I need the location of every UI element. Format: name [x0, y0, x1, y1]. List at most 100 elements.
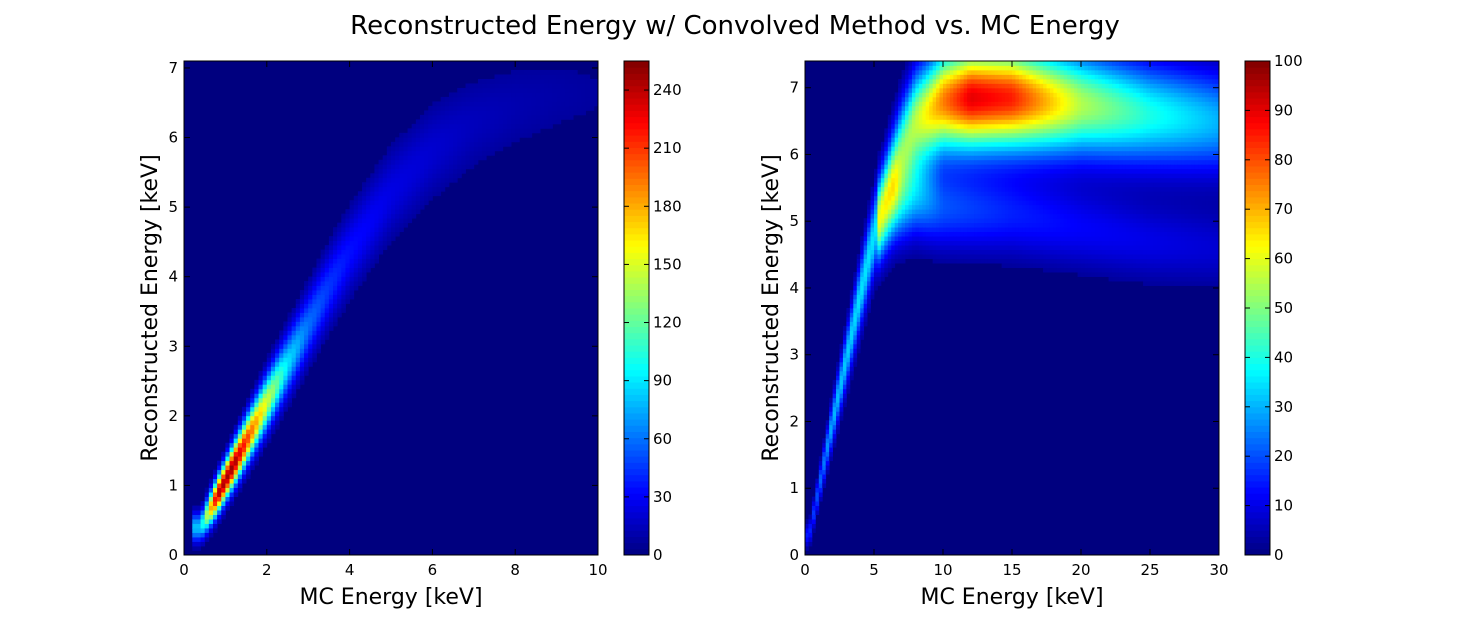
heatmap-cell [963, 92, 968, 98]
heatmap-cell [473, 83, 479, 89]
heatmap-cell [1060, 159, 1065, 165]
heatmap-cell [887, 173, 892, 179]
heatmap-cell [898, 249, 902, 255]
heatmap-cell [1015, 164, 1020, 170]
heatmap-cell [486, 150, 491, 156]
heatmap-cell [836, 379, 840, 385]
heatmap-cell [328, 312, 334, 318]
heatmap-cell [1008, 164, 1013, 170]
heatmap-cell [980, 213, 985, 219]
heatmap-cell [395, 191, 400, 197]
colorbar-segment [624, 153, 649, 161]
heatmap-cell [241, 478, 247, 484]
heatmap-cell [1049, 222, 1054, 228]
heatmap-cell [1018, 105, 1023, 111]
heatmap-cell [1043, 87, 1047, 93]
heatmap-cell [898, 114, 902, 120]
heatmap-cell [991, 114, 996, 120]
heatmap-cell [295, 352, 301, 358]
heatmap-cell [908, 65, 913, 71]
heatmap-cell [970, 69, 975, 75]
heatmap-cell [283, 339, 288, 345]
heatmap-cell [805, 519, 809, 524]
heatmap-cell [970, 114, 975, 120]
heatmap-cell [1084, 119, 1089, 125]
heatmap-cell [963, 173, 968, 179]
heatmap-cell [932, 155, 937, 161]
heatmap-cell [494, 119, 500, 125]
heatmap-cell [1032, 101, 1037, 107]
heatmap-cell [1081, 222, 1085, 228]
heatmap-cell [1015, 92, 1020, 98]
heatmap-cell [956, 69, 961, 75]
heatmap-cell [936, 164, 940, 170]
heatmap-cell [403, 177, 408, 183]
heatmap-cell [987, 231, 992, 237]
heatmap-cell [839, 406, 844, 412]
heatmap-cell [395, 150, 400, 156]
heatmap-cell [943, 240, 947, 246]
heatmap-cell [905, 61, 909, 66]
heatmap-cell [316, 334, 322, 340]
heatmap-cell [1025, 155, 1030, 161]
heatmap-cell [953, 128, 958, 134]
heatmap-cell [1015, 200, 1020, 206]
heatmap-cell [932, 114, 937, 120]
heatmap-cell [1036, 164, 1040, 170]
heatmap-cell [980, 258, 985, 264]
heatmap-cell [320, 254, 326, 259]
heatmap-cell [312, 321, 317, 327]
heatmap-cell [1063, 191, 1068, 197]
heatmap-cell [939, 249, 944, 255]
heatmap-cell [229, 433, 235, 439]
heatmap-cell [1022, 137, 1027, 143]
heatmap-cell [1091, 227, 1096, 233]
heatmap-cell [911, 65, 916, 71]
heatmap-cell [233, 492, 239, 498]
heatmap-cell [469, 141, 475, 147]
heatmap-cell [1005, 137, 1009, 143]
heatmap-cell [874, 182, 878, 188]
colorbar-segment [624, 388, 649, 395]
heatmap-cell [1025, 209, 1030, 215]
heatmap-cell [254, 451, 259, 457]
heatmap-cell [328, 281, 334, 286]
heatmap-cell [316, 267, 322, 273]
heatmap-cell [1036, 263, 1040, 268]
heatmap-cell [887, 150, 892, 156]
heatmap-cell [241, 429, 247, 435]
heatmap-cell [415, 186, 421, 192]
heatmap-cell [1077, 96, 1082, 102]
heatmap-cell [1067, 65, 1072, 71]
heatmap-cell [980, 141, 985, 147]
heatmap-cell [1067, 69, 1072, 75]
heatmap-cell [262, 420, 268, 426]
heatmap-cell [1025, 186, 1030, 192]
heatmap-cell [998, 155, 1003, 161]
heatmap-cell [908, 114, 913, 120]
heatmap-cell [362, 276, 367, 282]
heatmap-cell [283, 379, 288, 385]
heatmap-cell [506, 123, 512, 129]
heatmap-cell [345, 290, 350, 295]
y-tick-label: 1 [168, 476, 178, 494]
heatmap-cell [960, 231, 965, 237]
heatmap-cell [341, 240, 346, 246]
heatmap-cell [1029, 231, 1034, 237]
heatmap-cell [963, 155, 968, 161]
heatmap-cell [473, 132, 479, 138]
heatmap-cell [998, 105, 1003, 111]
heatmap-cell [856, 267, 861, 273]
heatmap-cell [836, 388, 840, 394]
heatmap-cell [1036, 209, 1040, 215]
heatmap-cell [196, 537, 201, 542]
heatmap-cell [1001, 245, 1006, 251]
heatmap-cell [936, 245, 940, 251]
heatmap-cell [1056, 263, 1061, 268]
heatmap-cell [815, 501, 820, 506]
heatmap-cell [946, 74, 951, 80]
heatmap-cell [874, 254, 878, 259]
heatmap-cell [901, 213, 906, 219]
heatmap-cell [870, 236, 875, 242]
colorbar-segment [624, 524, 649, 531]
